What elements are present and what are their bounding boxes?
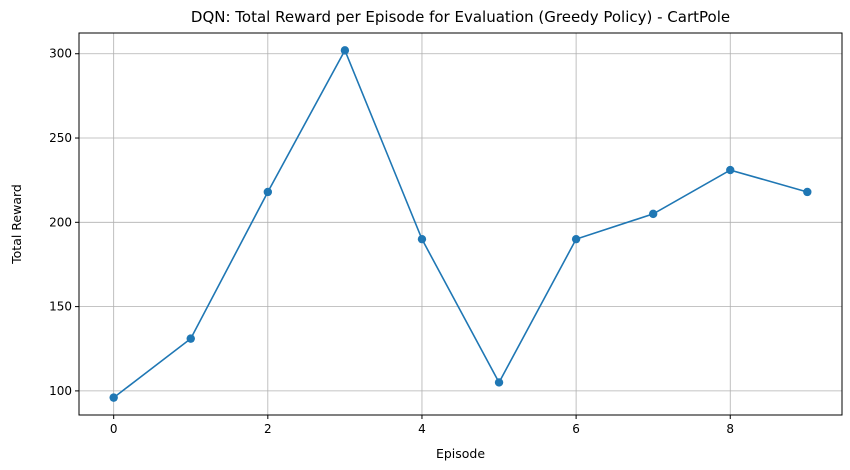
y-tick-label: 300 [49, 47, 72, 61]
axis-ticks: 0 2 4 6 8 100 150 200 250 300 [49, 47, 734, 436]
data-point [803, 187, 812, 197]
data-point [726, 165, 735, 175]
data-point [186, 334, 195, 343]
x-tick-label: 2 [264, 422, 272, 436]
y-tick-label: 250 [49, 131, 72, 145]
x-tick-label: 0 [110, 422, 118, 436]
y-tick-label: 200 [49, 215, 72, 229]
y-tick-label: 150 [49, 300, 72, 314]
data-series [109, 46, 812, 402]
data-point [494, 378, 504, 387]
data-point [263, 187, 273, 197]
data-point [109, 393, 118, 402]
data-point [648, 209, 658, 219]
data-point [571, 234, 581, 244]
data-point [340, 46, 350, 55]
y-axis-label: Total Reward [9, 184, 24, 265]
data-point [417, 234, 427, 244]
x-tick-label: 4 [418, 422, 426, 436]
plot-frame [78, 32, 843, 416]
y-tick-label: 100 [49, 384, 72, 398]
x-tick-label: 6 [572, 422, 580, 436]
grid-lines [79, 33, 842, 415]
x-axis-label: Episode [436, 446, 485, 461]
series-line [113, 48, 808, 399]
x-tick-label: 8 [726, 422, 734, 436]
chart-title: DQN: Total Reward per Episode for Evalua… [191, 8, 730, 26]
